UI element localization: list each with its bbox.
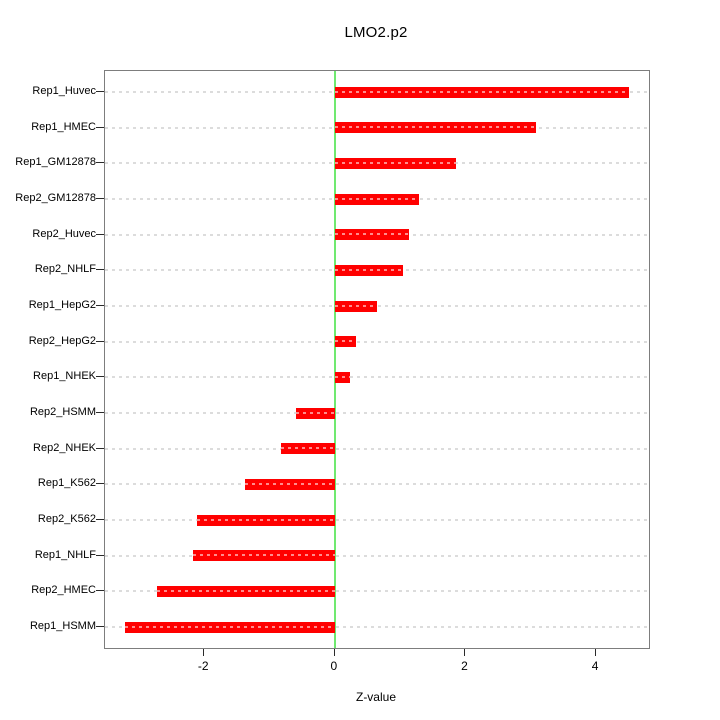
gridline bbox=[105, 626, 649, 629]
x-axis-tick bbox=[464, 649, 466, 656]
bar-Rep1_HepG2 bbox=[334, 300, 377, 312]
y-axis-tick bbox=[96, 269, 104, 271]
bar-Rep2_HMEC bbox=[156, 585, 336, 597]
y-axis-tick bbox=[96, 340, 104, 342]
y-axis-tick bbox=[96, 91, 104, 92]
category-label: Rep1_HSMM bbox=[29, 620, 96, 633]
x-axis-tick bbox=[203, 649, 205, 656]
y-axis-tick bbox=[96, 554, 104, 556]
bar-Rep1_HSMM bbox=[125, 621, 335, 633]
category-label: Rep1_K562 bbox=[37, 477, 96, 490]
y-axis-tick bbox=[96, 519, 104, 521]
y-axis-tick bbox=[96, 233, 104, 235]
x-tick-label: 2 bbox=[461, 659, 468, 673]
category-label: Rep2_K562 bbox=[37, 513, 96, 526]
x-axis-title: Z-value bbox=[355, 690, 396, 704]
category-label: Rep2_Huvec bbox=[32, 227, 96, 240]
gridline bbox=[105, 376, 649, 379]
y-axis-tick bbox=[96, 126, 104, 128]
bar-Rep2_NHEK bbox=[280, 443, 336, 455]
chart-title: LMO2.p2 bbox=[344, 24, 408, 41]
bar-Rep1_NHEK bbox=[334, 371, 350, 383]
x-axis-tick bbox=[333, 649, 335, 656]
category-label: Rep2_HMEC bbox=[31, 584, 96, 597]
category-label: Rep1_GM12878 bbox=[15, 156, 96, 169]
bar-Rep1_K562 bbox=[245, 478, 336, 490]
bar-Rep1_HMEC bbox=[334, 122, 537, 134]
x-axis-tick bbox=[595, 649, 597, 656]
gridline bbox=[105, 483, 649, 486]
gridline bbox=[105, 590, 649, 593]
category-label: Rep1_NHEK bbox=[33, 370, 96, 383]
gridline bbox=[105, 554, 649, 557]
y-axis-tick bbox=[96, 198, 104, 199]
y-axis-tick bbox=[96, 162, 104, 164]
bar-Rep2_GM12878 bbox=[334, 193, 420, 205]
bar-Rep1_GM12878 bbox=[334, 157, 456, 169]
y-axis-tick bbox=[96, 447, 104, 449]
bar-Rep1_Huvec bbox=[334, 86, 630, 98]
bar-Rep2_HepG2 bbox=[334, 336, 356, 348]
bar-Rep1_NHLF bbox=[192, 550, 336, 562]
y-axis-tick bbox=[96, 376, 104, 378]
bar-Rep2_NHLF bbox=[334, 264, 403, 276]
y-axis-tick bbox=[96, 626, 104, 628]
category-label: Rep2_HepG2 bbox=[28, 334, 96, 347]
y-axis-tick bbox=[96, 590, 104, 592]
x-tick-label: -2 bbox=[197, 659, 209, 673]
gridline bbox=[105, 305, 649, 308]
category-label: Rep1_Huvec bbox=[32, 85, 96, 97]
category-label: Rep2_NHLF bbox=[34, 263, 96, 276]
gridline bbox=[105, 412, 649, 415]
category-label: Rep2_NHEK bbox=[33, 441, 96, 454]
y-axis-tick bbox=[96, 305, 104, 307]
plot-area bbox=[104, 70, 650, 649]
x-tick-label: 0 bbox=[330, 659, 338, 673]
gridline bbox=[105, 340, 649, 343]
category-label: Rep1_NHLF bbox=[34, 548, 96, 561]
y-axis-tick bbox=[96, 483, 104, 485]
gridline bbox=[105, 519, 649, 522]
bar-Rep2_HSMM bbox=[295, 407, 336, 419]
y-axis-tick bbox=[96, 412, 104, 414]
zero-reference-line bbox=[333, 71, 336, 648]
x-tick-label: 4 bbox=[591, 659, 599, 673]
bar-Rep2_K562 bbox=[197, 514, 335, 526]
category-label: Rep1_HMEC bbox=[31, 120, 96, 133]
category-label: Rep2_HSMM bbox=[29, 406, 96, 419]
bar-Rep2_Huvec bbox=[334, 229, 409, 241]
category-label: Rep1_HepG2 bbox=[28, 299, 96, 312]
gridline bbox=[105, 447, 649, 450]
category-label: Rep2_GM12878 bbox=[15, 192, 96, 204]
